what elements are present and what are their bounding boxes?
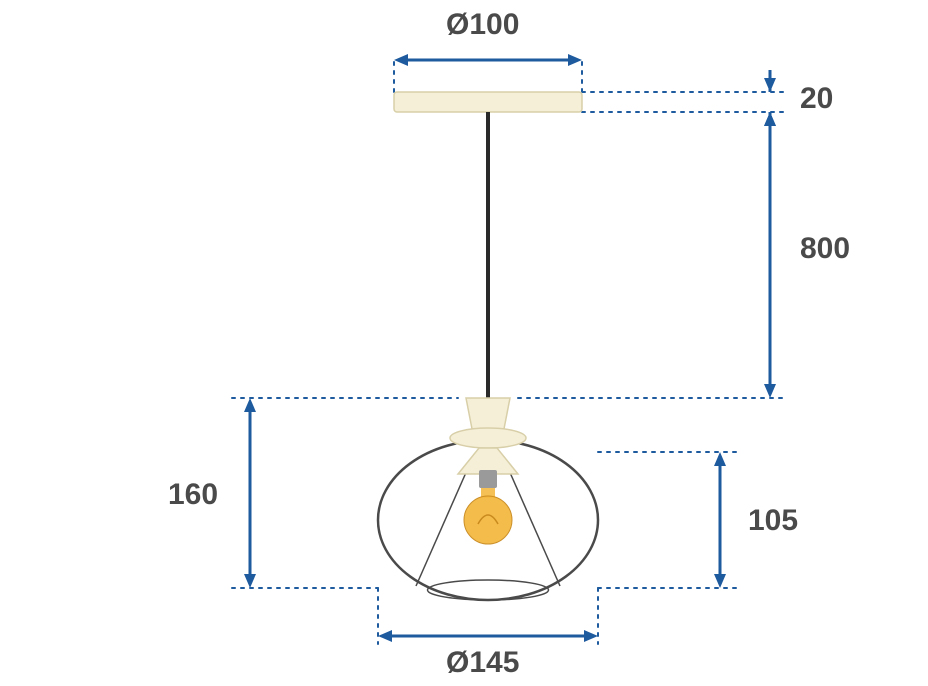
- label-glass-height: 105: [748, 504, 798, 538]
- label-shade-height: 160: [168, 478, 218, 512]
- label-cable-length: 800: [800, 232, 850, 266]
- label-canopy-height: 20: [800, 82, 833, 116]
- lamp-drawing: [378, 92, 598, 600]
- diagram-canvas: [0, 0, 928, 686]
- label-canopy-diameter: Ø100: [446, 8, 519, 42]
- dimension-lines: [232, 54, 788, 644]
- label-shade-diameter: Ø145: [446, 646, 519, 680]
